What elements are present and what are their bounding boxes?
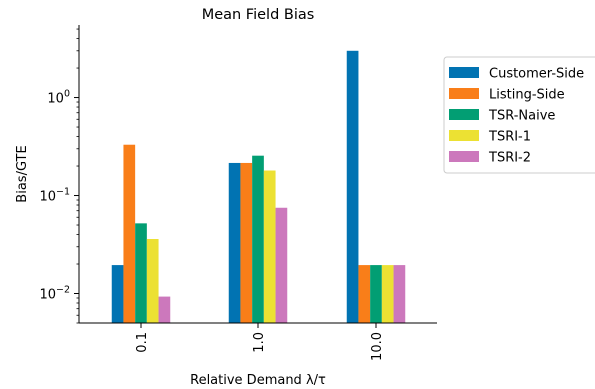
bar-tsri-1-10-0 xyxy=(381,265,394,323)
y-tick-label: 100 xyxy=(47,89,70,107)
y-tick-label: 10−2 xyxy=(39,285,70,303)
bar-tsr-naive-0-1 xyxy=(135,223,147,323)
legend-label-customer-side: Customer-Side xyxy=(489,67,584,82)
bar-tsri-1-0-1 xyxy=(146,239,159,323)
legend-label-tsri-1: TSRI-1 xyxy=(488,130,531,145)
bar-tsri-2-10-0 xyxy=(393,265,406,323)
legend-swatch-tsr-naive xyxy=(449,109,479,120)
bars-group xyxy=(111,50,406,323)
chart-title: Mean Field Bias xyxy=(202,7,315,23)
x-ticks-group: 0.1 1.0 10.0 xyxy=(135,323,385,361)
legend-swatch-customer-side xyxy=(449,67,479,78)
legend-label-tsri-2: TSRI-2 xyxy=(488,151,531,166)
legend-swatch-tsri-1 xyxy=(449,130,479,141)
y-ticks-group: 10−2 10−1 100 xyxy=(39,28,79,324)
legend-swatch-listing-side xyxy=(449,88,479,99)
x-tick-label-0-1: 0.1 xyxy=(135,332,150,353)
bar-customer-side-0-1 xyxy=(111,265,124,323)
bar-tsri-2-0-1 xyxy=(158,296,171,323)
legend: Customer-Side Listing-Side TSR-Naive TSRI-1… xyxy=(443,56,595,174)
bar-customer-side-10-0 xyxy=(346,50,359,323)
bar-customer-side-1-0 xyxy=(228,162,241,323)
bar-listing-side-0-1 xyxy=(123,144,136,323)
bar-tsri-1-1-0 xyxy=(263,170,276,323)
legend-label-listing-side: Listing-Side xyxy=(489,88,565,103)
bar-tsri-2-1-0 xyxy=(275,207,288,323)
y-tick-label: 10−1 xyxy=(39,187,70,205)
legend-frame xyxy=(443,56,595,174)
bar-tsr-naive-1-0 xyxy=(252,155,264,323)
x-tick-label-10-0: 10.0 xyxy=(370,332,385,361)
legend-swatch-tsri-2 xyxy=(449,151,479,162)
y-axis-label: Bias/GTE xyxy=(15,145,30,202)
x-tick-label-1-0: 1.0 xyxy=(252,332,267,353)
bar-listing-side-10-0 xyxy=(358,265,371,323)
bar-tsr-naive-10-0 xyxy=(370,265,382,323)
bar-listing-side-1-0 xyxy=(240,162,253,323)
x-axis-label: Relative Demand λ/τ xyxy=(190,373,326,388)
legend-label-tsr-naive: TSR-Naive xyxy=(488,109,555,124)
